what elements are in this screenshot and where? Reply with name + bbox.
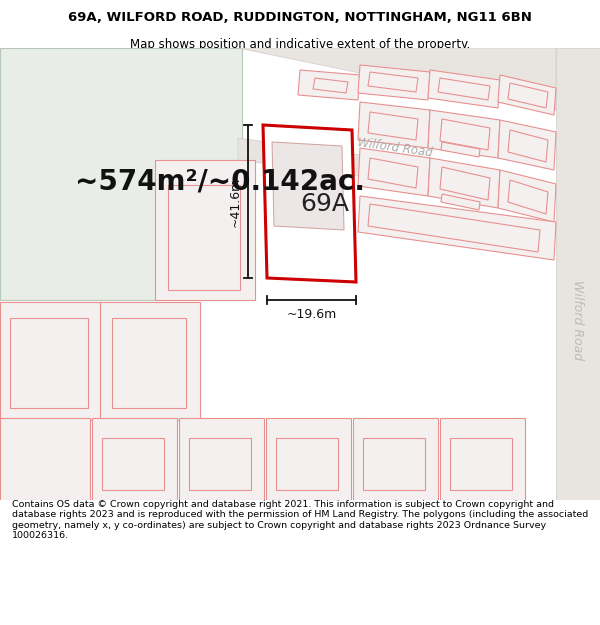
Polygon shape bbox=[358, 102, 430, 148]
Polygon shape bbox=[428, 110, 500, 158]
Polygon shape bbox=[428, 70, 500, 108]
Polygon shape bbox=[358, 196, 556, 260]
Polygon shape bbox=[508, 130, 548, 162]
Polygon shape bbox=[368, 158, 418, 188]
Bar bbox=[155, 160, 255, 300]
Bar bbox=[276, 438, 338, 490]
Polygon shape bbox=[368, 72, 418, 92]
Polygon shape bbox=[368, 112, 418, 140]
Polygon shape bbox=[441, 142, 480, 157]
Bar bbox=[0, 48, 242, 300]
Bar bbox=[0, 418, 90, 500]
Polygon shape bbox=[440, 119, 490, 150]
Polygon shape bbox=[272, 142, 344, 230]
Polygon shape bbox=[298, 70, 360, 100]
Text: ~574m²/~0.142ac.: ~574m²/~0.142ac. bbox=[75, 168, 365, 196]
Polygon shape bbox=[313, 78, 348, 93]
Bar bbox=[556, 48, 600, 500]
Polygon shape bbox=[358, 148, 430, 196]
Polygon shape bbox=[508, 83, 548, 108]
Bar bbox=[92, 418, 177, 500]
Polygon shape bbox=[358, 65, 430, 100]
Text: 69A: 69A bbox=[300, 192, 349, 216]
Bar bbox=[0, 302, 100, 420]
Polygon shape bbox=[238, 138, 540, 200]
Polygon shape bbox=[498, 170, 556, 222]
Polygon shape bbox=[368, 204, 540, 252]
Polygon shape bbox=[441, 194, 480, 210]
Text: Wilford Road: Wilford Road bbox=[356, 136, 433, 160]
Text: ~19.6m: ~19.6m bbox=[286, 308, 337, 321]
Bar bbox=[440, 418, 525, 500]
Bar bbox=[353, 418, 438, 500]
Bar bbox=[189, 438, 251, 490]
Bar bbox=[363, 438, 425, 490]
Bar bbox=[10, 318, 88, 408]
Bar bbox=[179, 418, 264, 500]
Bar bbox=[112, 318, 186, 408]
Bar bbox=[168, 185, 240, 290]
Polygon shape bbox=[238, 48, 556, 110]
Text: Contains OS data © Crown copyright and database right 2021. This information is : Contains OS data © Crown copyright and d… bbox=[12, 500, 588, 540]
Polygon shape bbox=[498, 120, 556, 170]
Polygon shape bbox=[508, 180, 548, 214]
Polygon shape bbox=[428, 158, 500, 208]
Text: 69A, WILFORD ROAD, RUDDINGTON, NOTTINGHAM, NG11 6BN: 69A, WILFORD ROAD, RUDDINGTON, NOTTINGHA… bbox=[68, 11, 532, 24]
Bar bbox=[102, 438, 164, 490]
Polygon shape bbox=[498, 75, 556, 115]
Text: Map shows position and indicative extent of the property.: Map shows position and indicative extent… bbox=[130, 38, 470, 51]
Polygon shape bbox=[263, 125, 356, 282]
Polygon shape bbox=[438, 78, 490, 100]
Bar bbox=[266, 418, 351, 500]
Text: Wilford Road: Wilford Road bbox=[571, 280, 583, 360]
Bar bbox=[450, 438, 512, 490]
Bar bbox=[100, 302, 200, 420]
Text: ~41.6m: ~41.6m bbox=[229, 176, 241, 227]
Polygon shape bbox=[440, 167, 490, 200]
